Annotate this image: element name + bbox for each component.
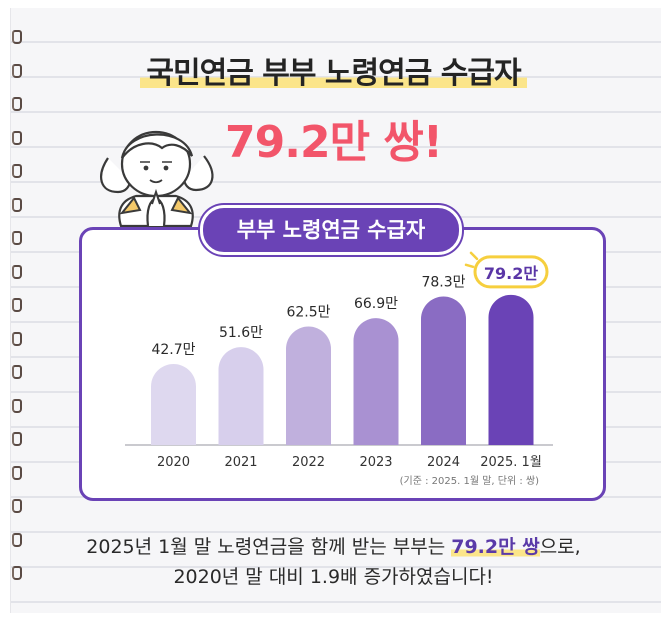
spiral-ring <box>12 231 22 245</box>
value-label: 79.2만 <box>484 264 538 283</box>
headline: 국민연금 부부 노령연금 수급자 <box>0 48 667 92</box>
chart-title: 부부 노령연금 수급자 <box>200 205 462 255</box>
category-label: 2025. 1월 <box>480 455 542 470</box>
summary-highlight: 79.2만 쌍 <box>451 536 540 558</box>
sparkle-mark <box>464 263 475 269</box>
spiral-ring <box>12 197 22 212</box>
spiral-ring <box>12 164 22 178</box>
bar-2024 <box>421 296 466 445</box>
summary-line-1: 2025년 1월 말 노령연금을 함께 받는 부부는 79.2만 쌍으로, <box>0 532 667 562</box>
headline-text: 국민연금 부부 노령연금 수급자 <box>140 56 527 91</box>
spiral-ring <box>12 499 22 513</box>
spiral-ring <box>12 264 22 279</box>
summary-line-1-end: 으로, <box>539 536 581 558</box>
value-label: 78.3만 <box>421 275 465 291</box>
value-label: 62.5만 <box>286 305 330 321</box>
spiral-ring <box>12 465 22 480</box>
character-illustration <box>100 130 214 228</box>
sparkle-mark <box>469 251 479 261</box>
headline-value: 79.2만 쌍! <box>225 117 443 168</box>
bar-2022 <box>286 326 331 445</box>
spiral-ring <box>12 130 22 145</box>
spiral-ring <box>12 298 22 312</box>
bar-2025. 1월 <box>488 294 534 445</box>
bar-chart: 42.7만 2020 51.6만 2021 62.5만 2022 66.9만 2023 78.3… <box>125 251 553 487</box>
category-label: 2023 <box>359 455 392 470</box>
value-label: 51.6만 <box>219 325 263 341</box>
spiral-ring <box>12 365 22 379</box>
spiral-ring <box>12 566 22 580</box>
notebook-spiral-binding <box>12 30 22 600</box>
value-label: 66.9만 <box>354 296 398 312</box>
highlight-value-outline <box>473 255 549 289</box>
chart-note: (기준 : 2025. 1월 말, 단위 : 쌍) <box>400 474 539 487</box>
spiral-ring <box>12 63 22 78</box>
spiral-ring <box>12 398 22 413</box>
bar-2020 <box>151 364 196 445</box>
bar-2023 <box>353 318 399 445</box>
spiral-ring <box>12 97 22 111</box>
spiral-ring <box>12 432 22 446</box>
spiral-ring <box>12 532 22 547</box>
bar-2021 <box>218 347 264 445</box>
category-label: 2020 <box>157 455 190 470</box>
value-label: 42.7만 <box>151 342 195 358</box>
category-label: 2021 <box>224 455 257 470</box>
spiral-ring <box>12 30 22 44</box>
category-label: 2024 <box>427 455 460 470</box>
summary-line-2: 2020년 말 대비 1.9배 증가하였습니다! <box>173 566 494 588</box>
category-label: 2022 <box>292 455 325 470</box>
summary-text: 2025년 1월 말 노령연금을 함께 받는 부부는 79.2만 쌍으로, 20… <box>0 532 667 592</box>
summary-line-1-start: 2025년 1월 말 노령연금을 함께 받는 부부는 <box>86 536 452 558</box>
spiral-ring <box>12 331 22 346</box>
